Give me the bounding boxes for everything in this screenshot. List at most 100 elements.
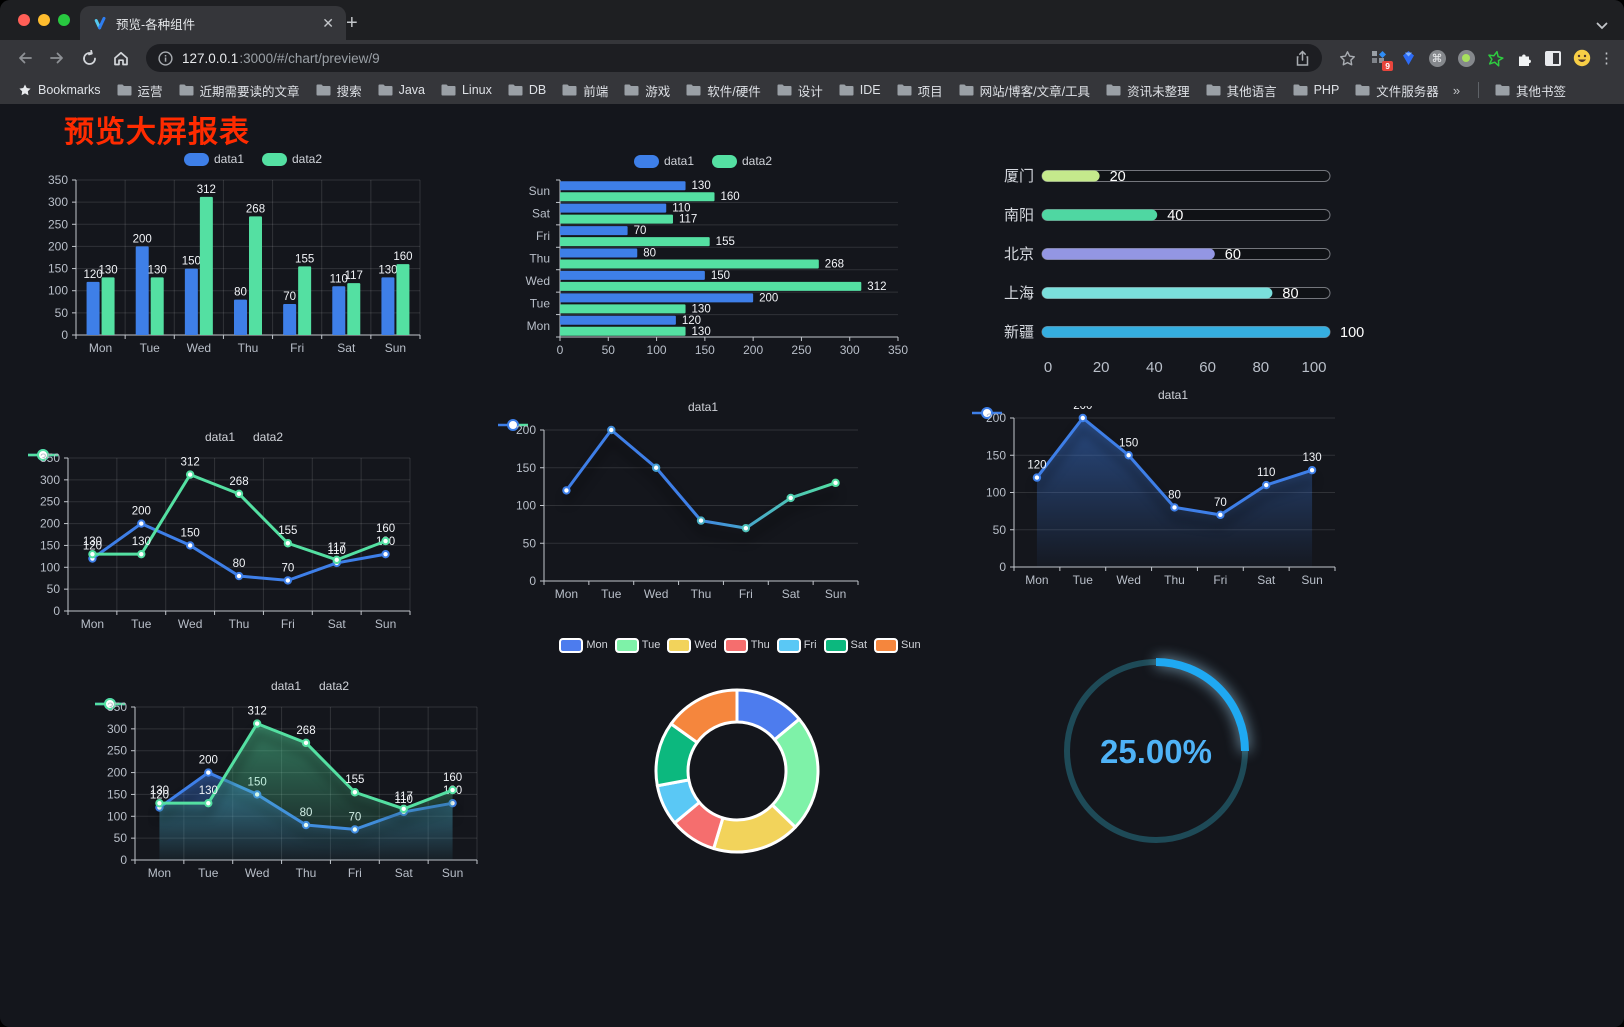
legend-item[interactable]: data2 [712, 154, 772, 168]
legend-item[interactable]: Tue [614, 637, 660, 653]
svg-text:80: 80 [1168, 489, 1181, 501]
chart-canvas: 25.00% [1064, 658, 1249, 843]
legend-item[interactable]: Fri [776, 637, 817, 653]
bookmark-folder[interactable]: Linux [433, 80, 500, 100]
extension-green-star-icon[interactable] [1486, 49, 1504, 67]
svg-text:117: 117 [328, 542, 346, 554]
legend-item[interactable]: data1 [972, 388, 1188, 419]
legend-item[interactable]: data2 [28, 430, 284, 461]
reload-button[interactable] [74, 44, 104, 72]
bookmark-folder[interactable]: DB [500, 80, 554, 100]
extension-emoji-icon[interactable] [1573, 49, 1591, 67]
legend-item[interactable]: Sat [823, 637, 867, 653]
extension-gem-icon[interactable] [1399, 49, 1417, 67]
bookmark-folder[interactable]: 近期需要读的文章 [171, 78, 308, 103]
bookmarks-overflow-chevron[interactable]: » [1452, 82, 1461, 98]
extension-green-circle-icon[interactable] [1457, 49, 1475, 67]
bookmark-folder[interactable]: 资讯未整理 [1098, 78, 1198, 103]
bookmark-folder[interactable]: 文件服务器 [1347, 78, 1447, 103]
bookmark-folder[interactable]: 网站/博客/文章/工具 [951, 78, 1098, 103]
bookmark-folder[interactable]: 运营 [109, 78, 171, 103]
tab-search-chevron-icon[interactable] [1596, 22, 1608, 30]
bookmark-folder[interactable]: 前端 [554, 78, 616, 103]
new-tab-button[interactable]: + [346, 12, 358, 34]
zoom-window-button[interactable] [58, 14, 70, 26]
chart-canvas: 厦门 20 南阳 40 北京 60 上海 80 新疆 100 0 20 40 60 80 100 [1004, 168, 1364, 376]
browser-tab[interactable]: 预览-各种组件 ✕ [80, 6, 346, 40]
folder-icon [839, 84, 854, 96]
minimize-window-button[interactable] [38, 14, 50, 26]
legend-label: data2 [253, 430, 284, 444]
tab-close-icon[interactable]: ✕ [322, 14, 334, 31]
forward-button[interactable] [42, 44, 72, 72]
bookmark-folder[interactable]: 项目 [889, 78, 951, 103]
close-window-button[interactable] [18, 14, 30, 26]
reload-icon [82, 49, 96, 65]
svg-text:50: 50 [114, 831, 128, 845]
home-button[interactable] [106, 44, 136, 72]
legend-item[interactable]: data1 [633, 154, 694, 168]
bookmark-star-button[interactable] [1332, 44, 1362, 72]
bookmark-folder[interactable]: IDE [831, 80, 889, 100]
legend-item[interactable]: Thu [723, 637, 770, 653]
svg-text:Thu: Thu [238, 341, 259, 355]
svg-text:200: 200 [132, 506, 151, 518]
svg-text:130: 130 [1302, 452, 1321, 464]
legend-item[interactable]: Sun [874, 637, 921, 653]
svg-text:Wed: Wed [526, 274, 550, 288]
svg-text:Thu: Thu [1164, 573, 1185, 587]
extension-command-icon[interactable]: ⌘ [1428, 49, 1446, 67]
bookmarks-root[interactable]: Bookmarks [10, 80, 109, 100]
back-button[interactable] [10, 44, 40, 72]
legend-item[interactable]: Mon [559, 637, 608, 653]
svg-text:Sun: Sun [385, 341, 406, 355]
svg-text:150: 150 [695, 343, 715, 357]
svg-text:130: 130 [378, 264, 397, 276]
share-icon[interactable] [1295, 49, 1310, 67]
bookmark-folder[interactable]: 设计 [769, 78, 831, 103]
legend-item[interactable]: data2 [262, 152, 322, 166]
svg-text:Mon: Mon [81, 617, 104, 631]
svg-text:268: 268 [296, 725, 315, 737]
extension-blocker-icon[interactable]: 9 [1370, 49, 1393, 71]
legend-label: data1 [687, 400, 719, 414]
legend-item[interactable]: Wed [667, 637, 717, 653]
browser-toolbar: 127.0.0.1:3000/#/chart/preview/9 9 [0, 40, 1624, 76]
svg-text:0: 0 [999, 560, 1006, 574]
svg-text:Sun: Sun [529, 184, 550, 198]
bookmark-folder[interactable]: Java [370, 80, 433, 100]
bookmark-folder[interactable]: 其他语言 [1198, 78, 1285, 103]
chart-legend: data1 data2 [38, 148, 468, 170]
bookmark-folder[interactable]: 软件/硬件 [678, 78, 768, 103]
legend-item[interactable]: data1 [498, 400, 719, 431]
bookmark-folder[interactable]: 游戏 [616, 78, 678, 103]
svg-text:100: 100 [1340, 325, 1364, 341]
legend-item[interactable]: data2 [95, 679, 349, 710]
folder-icon [686, 84, 701, 96]
url-host: 127.0.0.1 [182, 50, 239, 66]
legend-label: data1 [213, 152, 244, 166]
svg-text:Thu: Thu [691, 587, 712, 601]
bookmark-folder-label: 运营 [137, 84, 163, 99]
extensions-puzzle-icon[interactable] [1515, 49, 1533, 67]
extensions-area: 9 ⌘ [1370, 49, 1591, 71]
legend-item[interactable]: data1 [95, 679, 301, 710]
bookmark-folder[interactable]: 搜索 [308, 78, 370, 103]
legend-item[interactable]: data1 [183, 152, 244, 166]
bookmark-folder[interactable]: PHP [1285, 80, 1348, 100]
legend-item[interactable]: data1 [28, 430, 235, 461]
address-bar[interactable]: 127.0.0.1:3000/#/chart/preview/9 [146, 44, 1322, 72]
other-bookmarks-folder[interactable]: 其他书签 [1487, 78, 1574, 103]
browser-menu-icon[interactable]: ⋮ [1599, 50, 1614, 67]
bookmarks-bar: Bookmarks 运营 近期需要读的文章 搜索 Java Linux DB 前端 游戏 软件/… [0, 76, 1624, 105]
chart-canvas: 0 50 100 150 200 Mon Tue Wed Thu Fri Sat Sun [516, 423, 859, 601]
chart-canvas: 0 50 100 150 200 250 300 350 Mon Tue Wed Thu Fri Sat S… [48, 173, 421, 355]
svg-text:0: 0 [1044, 359, 1052, 376]
site-info-icon[interactable] [158, 50, 173, 66]
svg-text:Tue: Tue [140, 341, 161, 355]
extension-reader-mode-icon[interactable] [1544, 49, 1562, 67]
svg-text:150: 150 [516, 461, 536, 475]
chart-canvas: 0 50 100 150 200 250 300 350 Mon Tue Wed Thu Fri Sat S… [107, 700, 478, 880]
legend-label: Mon [586, 639, 608, 651]
svg-text:Sat: Sat [532, 207, 551, 221]
